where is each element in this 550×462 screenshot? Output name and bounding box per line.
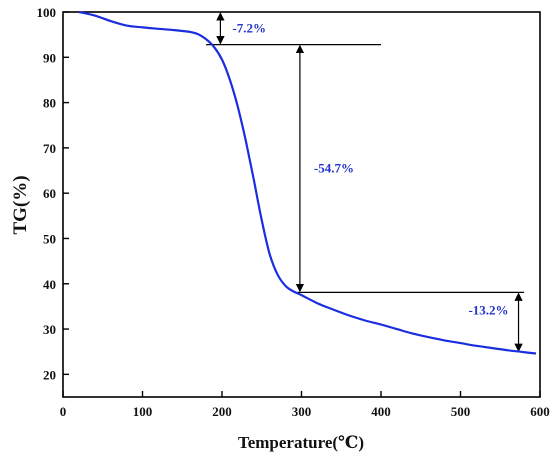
- y-tick-label: 90: [43, 50, 56, 65]
- y-tick-label: 80: [43, 96, 56, 111]
- y-tick-label: 70: [43, 141, 56, 156]
- x-tick-label: 400: [371, 404, 391, 419]
- y-axis-title: TG(%): [10, 175, 31, 234]
- plot-frame: [62, 11, 541, 398]
- y-tick-label: 50: [43, 231, 56, 246]
- annotation-label: -13.2%: [468, 302, 508, 317]
- x-tick-label: 300: [292, 404, 312, 419]
- y-tick-label: 20: [43, 367, 56, 382]
- x-tick-label: 0: [60, 404, 67, 419]
- y-tick-label: 40: [43, 277, 56, 292]
- annotation-label: -54.7%: [314, 160, 354, 175]
- tg-curve: [78, 10, 537, 355]
- x-axis-title: Temperature(℃): [238, 433, 364, 452]
- annotation-label: -7.2%: [232, 20, 266, 35]
- annotation-group: -7.2% -54.7% -13.2%: [206, 12, 525, 352]
- x-tick-label: 500: [451, 404, 471, 419]
- axis-ticks: 0 100 200 300 400 500 600 20 30 40 50 60 70 80 90 100: [37, 5, 550, 419]
- x-tick-label: 600: [530, 404, 550, 419]
- y-tick-label: 100: [37, 5, 57, 20]
- y-tick-label: 60: [43, 186, 56, 201]
- x-tick-label: 100: [133, 404, 153, 419]
- x-tick-label: 200: [212, 404, 232, 419]
- y-tick-label: 30: [43, 322, 56, 337]
